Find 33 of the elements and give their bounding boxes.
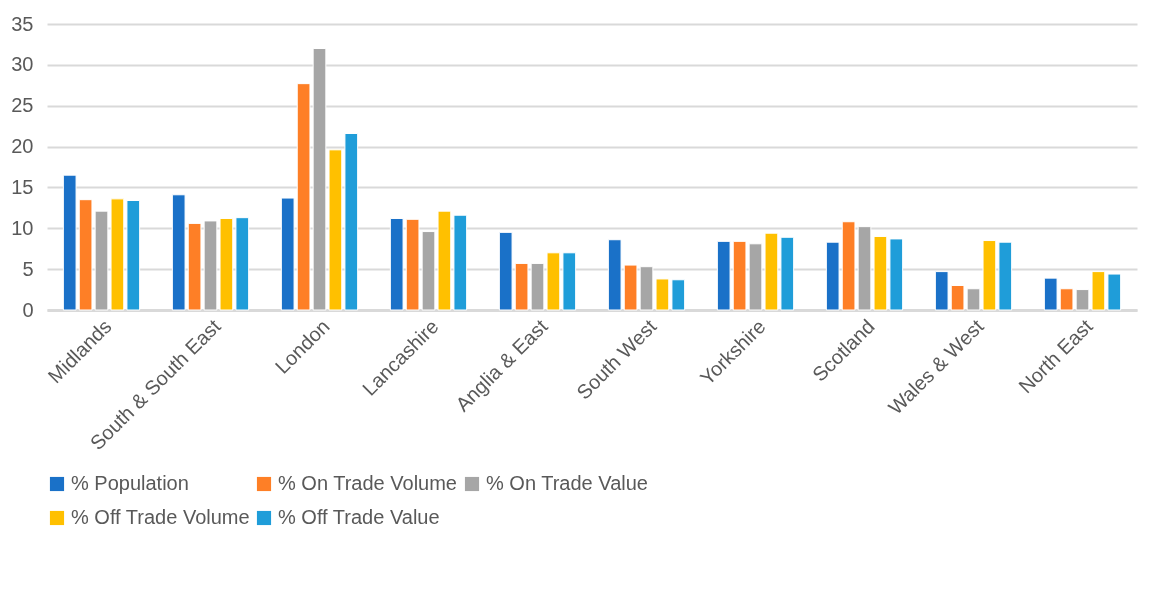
bar: [1107, 273, 1122, 311]
bar: [562, 252, 577, 311]
legend-label: % Off Trade Volume: [71, 506, 250, 528]
legend-label: % On Trade Value: [486, 472, 648, 494]
bar: [498, 231, 513, 311]
bar: [453, 214, 468, 311]
y-tick-label: 10: [11, 216, 34, 239]
bar: [62, 174, 77, 311]
y-tick-label: 20: [11, 135, 34, 158]
bar: [780, 236, 795, 311]
y-tick-label: 35: [11, 12, 34, 35]
bar: [280, 197, 295, 311]
bar: [825, 241, 840, 311]
y-tick-label: 5: [22, 257, 34, 280]
legend-label: % Population: [71, 472, 189, 494]
bar: [889, 238, 904, 311]
bar: [235, 217, 250, 311]
y-tick-label: 15: [11, 175, 34, 198]
bar: [671, 279, 686, 311]
bar: [389, 217, 404, 311]
y-tick-label: 30: [11, 53, 34, 76]
bar: [607, 239, 622, 311]
bar: [344, 133, 359, 311]
bar: [171, 194, 186, 311]
bar: [716, 240, 731, 311]
bar: [1043, 277, 1058, 311]
legend-label: % On Trade Volume: [278, 472, 457, 494]
legend-label: % Off Trade Value: [278, 506, 440, 528]
y-tick-label: 25: [11, 94, 34, 117]
bar: [998, 241, 1013, 311]
bar: [126, 200, 141, 311]
bar: [934, 271, 949, 311]
y-tick-label: 0: [22, 298, 34, 321]
